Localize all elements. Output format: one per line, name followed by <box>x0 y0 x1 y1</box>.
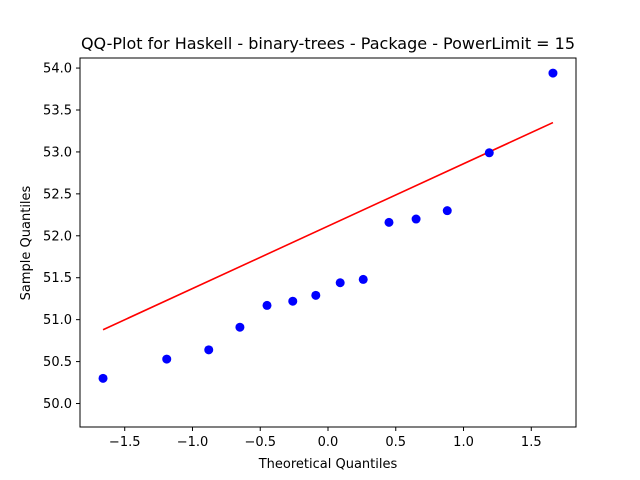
data-point <box>442 206 452 216</box>
y-tick-label: 52.5 <box>43 187 72 202</box>
y-tick-label: 54.0 <box>43 62 72 77</box>
x-tick-label: 1.0 <box>453 435 474 450</box>
y-tick-label: 50.5 <box>43 355 72 370</box>
y-tick-label: 50.0 <box>43 397 72 412</box>
data-point <box>384 217 394 227</box>
data-point <box>204 345 214 355</box>
axes-frame <box>79 57 577 428</box>
data-point <box>484 148 494 158</box>
y-tick-label: 51.5 <box>43 271 72 286</box>
x-tick-label: −1.0 <box>177 435 209 450</box>
x-tick-label: −0.5 <box>244 435 276 450</box>
chart-title: QQ-Plot for Haskell - binary-trees - Pac… <box>81 34 575 53</box>
y-axis-title: Sample Quantiles <box>19 185 34 300</box>
data-point <box>162 354 172 364</box>
data-point <box>235 322 245 332</box>
data-point <box>358 274 368 284</box>
x-tick-label: −1.5 <box>109 435 141 450</box>
x-tick-label: 1.5 <box>521 435 542 450</box>
x-axis-title: Theoretical Quantiles <box>258 457 398 472</box>
data-point <box>411 214 421 224</box>
x-tick-label: 0.5 <box>385 435 406 450</box>
data-point <box>262 300 272 310</box>
x-tick-label: 0.0 <box>318 435 339 450</box>
y-tick-label: 53.5 <box>43 103 72 118</box>
reference-line <box>102 121 554 331</box>
data-point <box>98 373 108 383</box>
plot-area: −1.5 −1.0 −0.5 0.0 0.5 1.0 1.5 50.0 50.5 51.0 51.5… <box>43 57 577 450</box>
data-point <box>548 68 558 78</box>
data-point <box>288 296 298 306</box>
y-tick-label: 52.0 <box>43 229 72 244</box>
y-tick-label: 53.0 <box>43 145 72 160</box>
y-tick-label: 51.0 <box>43 313 72 328</box>
data-point <box>335 278 345 288</box>
data-point <box>311 290 321 300</box>
